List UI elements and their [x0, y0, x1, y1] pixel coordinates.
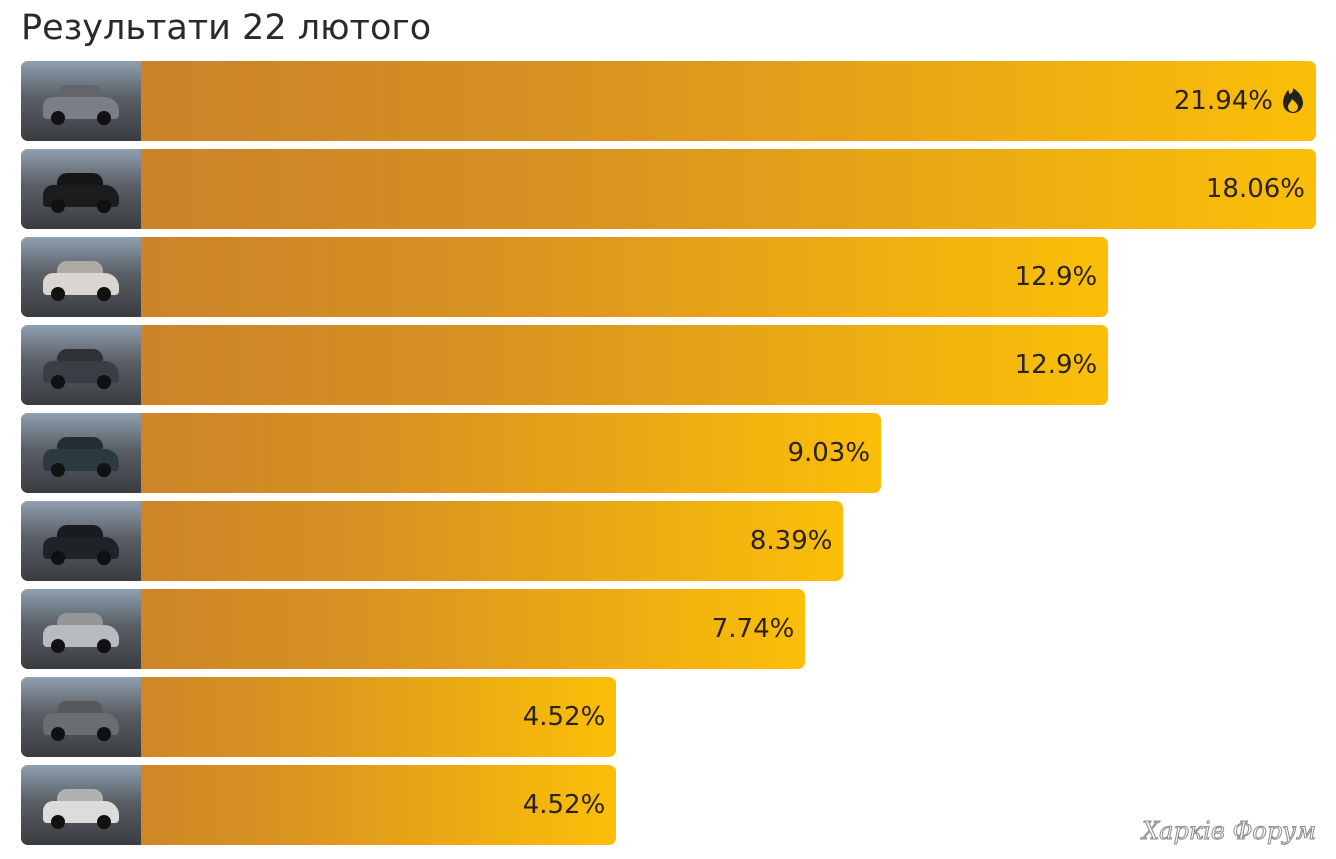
- car-image: [43, 361, 119, 389]
- bar-value-label: 21.94%: [1174, 86, 1316, 116]
- car-image: [43, 713, 119, 741]
- bar-value-label: 4.52%: [523, 790, 617, 820]
- car-thumbnail: [21, 501, 141, 581]
- car-image: [43, 273, 119, 301]
- bar-value-label: 7.74%: [712, 614, 806, 644]
- result-bar: 8.39%: [21, 501, 844, 581]
- percent-text: 8.39%: [749, 526, 833, 556]
- car-thumbnail: [21, 237, 141, 317]
- car-thumbnail: [21, 413, 141, 493]
- percent-text: 12.9%: [1014, 350, 1098, 380]
- bar-value-label: 12.9%: [1015, 262, 1109, 292]
- bar-value-label: 4.52%: [523, 702, 617, 732]
- result-bar: 18.06%: [21, 149, 1316, 229]
- bar-value-label: 18.06%: [1206, 174, 1316, 204]
- result-bar: 21.94%: [21, 61, 1316, 141]
- car-thumbnail: [21, 677, 141, 757]
- car-image: [43, 801, 119, 829]
- car-thumbnail: [21, 765, 141, 845]
- percent-text: 4.52%: [522, 790, 606, 820]
- result-bar: 12.9%: [21, 325, 1109, 405]
- result-bar: 12.9%: [21, 237, 1109, 317]
- page-title: Результати 22 лютого: [21, 8, 432, 48]
- result-bar: 4.52%: [21, 677, 617, 757]
- percent-text: 21.94%: [1173, 86, 1273, 116]
- percent-text: 7.74%: [711, 614, 795, 644]
- car-thumbnail: [21, 149, 141, 229]
- percent-text: 9.03%: [787, 438, 871, 468]
- car-image: [43, 97, 119, 125]
- percent-text: 12.9%: [1014, 262, 1098, 292]
- percent-text: 18.06%: [1205, 174, 1305, 204]
- result-bar: 7.74%: [21, 589, 806, 669]
- fire-icon: [1281, 87, 1305, 115]
- bar-value-label: 12.9%: [1015, 350, 1109, 380]
- percent-text: 4.52%: [522, 702, 606, 732]
- car-thumbnail: [21, 325, 141, 405]
- car-thumbnail: [21, 61, 141, 141]
- results-bar-chart: 21.94% 18.06% 12.9% 12.9%: [21, 61, 1316, 853]
- watermark-logo: Харків Форум: [1142, 817, 1317, 846]
- car-image: [43, 185, 119, 213]
- car-image: [43, 449, 119, 477]
- car-thumbnail: [21, 589, 141, 669]
- result-bar: 9.03%: [21, 413, 882, 493]
- bar-value-label: 8.39%: [750, 526, 844, 556]
- car-image: [43, 625, 119, 653]
- bar-value-label: 9.03%: [787, 438, 881, 468]
- result-bar: 4.52%: [21, 765, 617, 845]
- car-image: [43, 537, 119, 565]
